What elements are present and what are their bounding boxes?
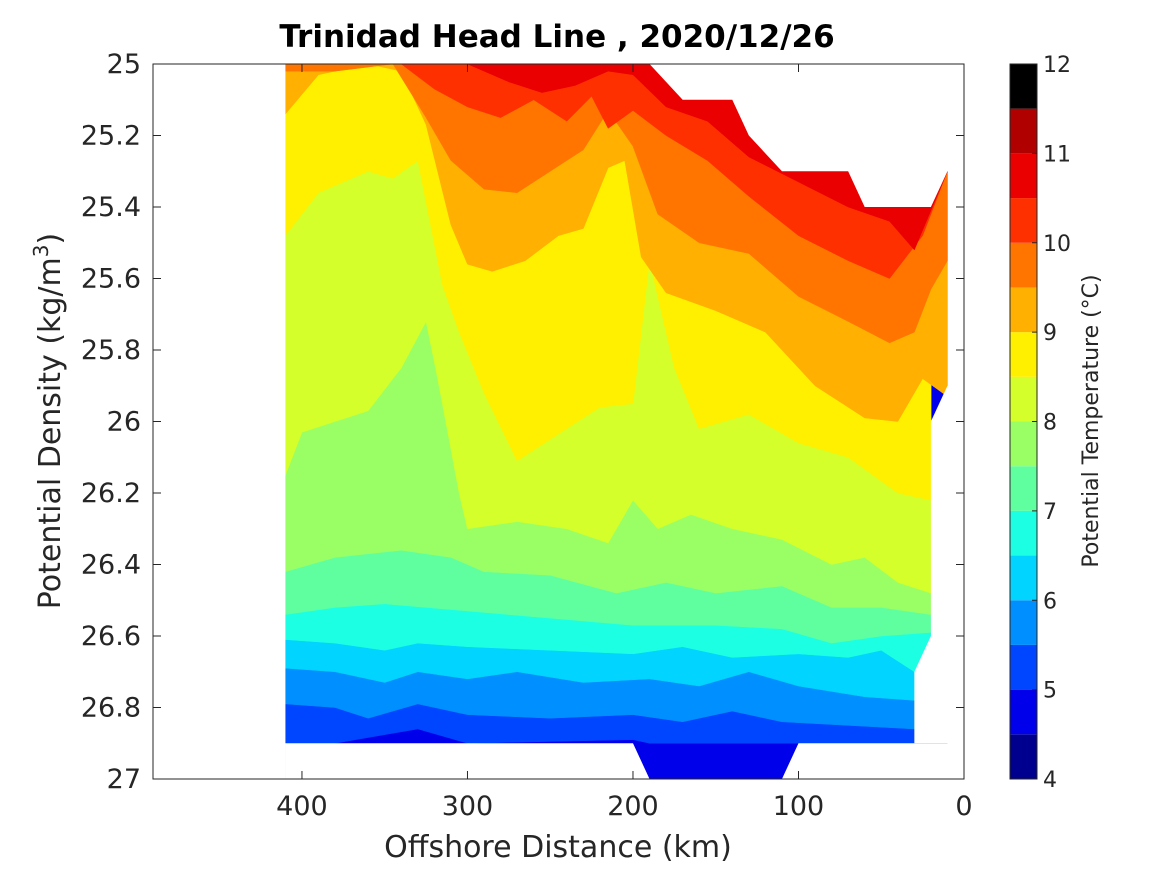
colorbar-segment <box>1010 421 1037 467</box>
colorbar-segment <box>1010 466 1037 511</box>
no-data-region <box>947 64 964 172</box>
y-axis-label-sup: 3 <box>29 244 53 257</box>
y-tick-label: 26.2 <box>81 478 141 509</box>
colorbar-segment <box>1010 153 1037 199</box>
x-tick-label: 300 <box>442 791 494 822</box>
y-tick-label: 25 <box>107 49 141 80</box>
colorbar-tick-label: 8 <box>1043 411 1057 436</box>
chart-title: Trinidad Head Line , 2020/12/26 <box>279 19 834 55</box>
colorbar-segment <box>1010 376 1037 422</box>
colorbar-segment <box>1010 242 1037 288</box>
colorbar-tick-label: 7 <box>1043 500 1057 525</box>
colorbar-tick-label: 12 <box>1043 53 1071 78</box>
y-tick-label: 26.8 <box>81 693 141 724</box>
x-tick-label: 100 <box>773 791 825 822</box>
y-tick-label: 25.2 <box>81 121 141 152</box>
colorbar-label: Potential Temperature (°C) <box>1079 274 1104 567</box>
colorbar: 4 5 6 7 8 9 10 11 12 <box>1009 53 1071 793</box>
colorbar-tick-label: 10 <box>1043 232 1071 257</box>
no-data-region <box>914 385 964 744</box>
y-tick-label: 25.4 <box>81 192 141 223</box>
colorbar-tick-label: 6 <box>1043 589 1057 614</box>
colorbar-segment <box>1010 287 1037 333</box>
colorbar-segment <box>1010 689 1037 735</box>
colorbar-segment <box>1010 600 1037 645</box>
y-axis-label: Potential Density (kg/m3) <box>29 233 68 609</box>
y-tick-label: 26 <box>107 407 141 438</box>
no-data-region <box>285 743 964 787</box>
contour-bands <box>285 64 948 779</box>
x-axis-label: Offshore Distance (km) <box>384 830 732 865</box>
x-tick-label: 400 <box>276 791 328 822</box>
y-tick-label: 27 <box>107 764 141 795</box>
colorbar-segment <box>1010 555 1037 601</box>
colorbar-segment <box>1010 644 1037 690</box>
colorbar-tick-label: 5 <box>1043 679 1057 704</box>
colorbar-segment <box>1010 510 1037 556</box>
colorbar-segment <box>1010 332 1037 377</box>
colorbar-segment <box>1010 108 1037 154</box>
colorbar-tick-label: 4 <box>1043 768 1057 793</box>
x-tick-label: 200 <box>607 791 659 822</box>
y-tick-label: 25.8 <box>81 335 141 366</box>
y-axis-label-main: Potential Density (kg/m <box>33 257 68 609</box>
y-tick-label: 25.6 <box>81 264 141 295</box>
y-axis: 25 25.2 25.4 25.6 25.8 26 26.2 26.4 26.6 26.8 27 <box>81 49 964 795</box>
y-axis-label-close: ) <box>33 233 68 245</box>
colorbar-tick-label: 11 <box>1043 142 1071 167</box>
no-data-region <box>649 64 964 207</box>
colorbar-segment <box>1010 734 1037 779</box>
colorbar-segment <box>1010 64 1037 109</box>
y-tick-label: 26.6 <box>81 621 141 652</box>
y-tick-label: 26.4 <box>81 550 141 581</box>
no-data-region <box>153 64 286 779</box>
x-tick-label: 0 <box>955 791 972 822</box>
colorbar-segment <box>1010 198 1037 243</box>
no-data-mask <box>153 64 964 787</box>
x-axis: 400 300 200 100 0 <box>276 64 973 822</box>
colorbar-tick-label: 9 <box>1043 321 1057 346</box>
